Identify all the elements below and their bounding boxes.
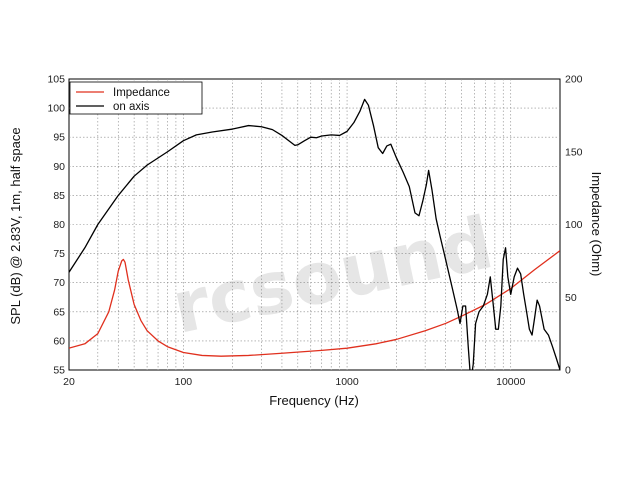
x-tick-label: 20 <box>63 376 75 388</box>
y-tick-label: 105 <box>47 74 65 86</box>
y-tick-label: 55 <box>53 365 65 377</box>
y-tick-label: 100 <box>47 103 65 115</box>
y-tick-label: 85 <box>53 190 65 202</box>
x-tick-label: 1000 <box>335 376 359 388</box>
grid-lines <box>69 79 560 370</box>
legend-label-impedance: Impedance <box>113 87 170 99</box>
y-tick-label: 65 <box>53 306 65 318</box>
x-tick-label: 100 <box>175 376 193 388</box>
series-line-on-axis <box>69 98 560 370</box>
left-y-axis-ticks: 55 60 65 70 75 80 85 90 95 100 105 <box>47 74 65 377</box>
right-y-axis-ticks: 0 50 100 150 200 <box>565 74 583 377</box>
x-axis-title: Frequency (Hz) <box>269 393 359 408</box>
y2-tick-label: 200 <box>565 74 583 86</box>
y-tick-label: 90 <box>53 161 65 173</box>
y-tick-label: 80 <box>53 219 65 231</box>
y2-tick-label: 50 <box>565 292 577 304</box>
y-axis-title: SPL (dB) @ 2.83V, 1m, half space <box>8 127 23 324</box>
y-tick-label: 75 <box>53 248 65 260</box>
y2-tick-label: 150 <box>565 146 583 158</box>
y-tick-label: 60 <box>53 335 65 347</box>
series-layer <box>69 98 560 370</box>
legend-label-on-axis: on axis <box>113 101 150 113</box>
y-tick-label: 95 <box>53 132 65 144</box>
x-tick-label: 10000 <box>496 376 525 388</box>
series-line-impedance <box>69 250 560 357</box>
y2-axis-title: Impedance (Ohm) <box>589 172 604 277</box>
y2-tick-label: 100 <box>565 219 583 231</box>
legend-box <box>69 81 203 115</box>
y-tick-label: 70 <box>53 277 65 289</box>
legend: Impedance on axis <box>69 81 203 115</box>
y2-tick-label: 0 <box>565 365 571 377</box>
x-axis-ticks: 20 100 1000 10000 <box>63 376 525 388</box>
